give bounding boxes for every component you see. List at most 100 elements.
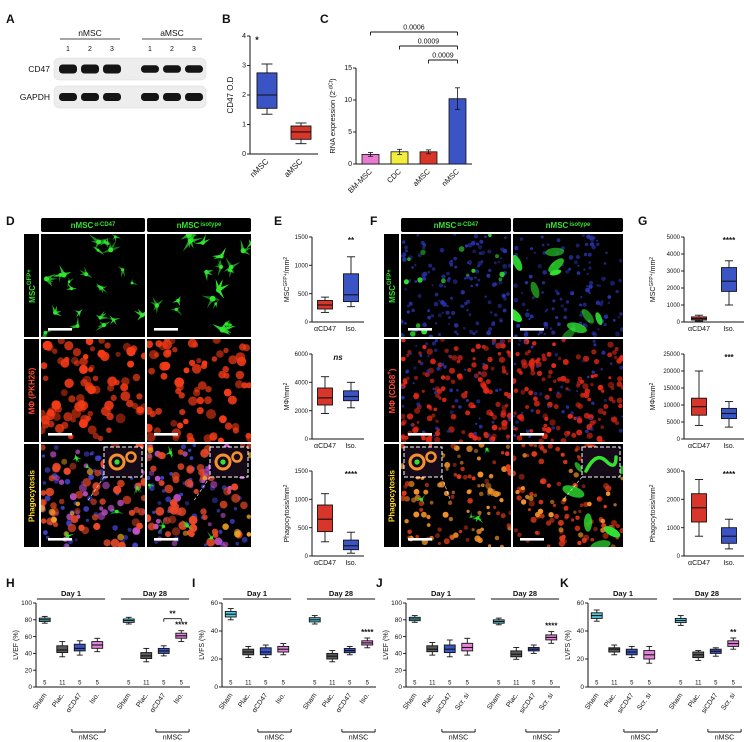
svg-text:Iso.: Iso.: [723, 443, 734, 450]
svg-text:5: 5: [348, 681, 352, 687]
svg-text:5: 5: [466, 681, 470, 687]
svg-text:4000: 4000: [295, 381, 309, 387]
svg-text:0: 0: [398, 684, 402, 691]
svg-text:Day 1: Day 1: [247, 589, 267, 598]
svg-text:1: 1: [148, 46, 152, 53]
svg-text:CD47 O.D: CD47 O.D: [226, 76, 235, 113]
svg-text:nMSC: nMSC: [440, 167, 462, 189]
panel-k-lvfs-chart: 0 20 40 60 LVFS (%) Sham Plac. siCD47 Scr. si Sha…: [562, 586, 744, 742]
panel-i-lvfs-chart: 0 20 40 60 LVFS (%) Sham Plac. αCD47 Iso. Sham Pla…: [196, 586, 378, 742]
svg-text:5: 5: [714, 681, 718, 687]
svg-text:nMSC: nMSC: [349, 735, 368, 742]
svg-text:80: 80: [25, 617, 33, 624]
svg-text:20: 20: [211, 656, 219, 663]
svg-text:5: 5: [229, 681, 233, 687]
svg-text:0.0009: 0.0009: [418, 39, 440, 46]
col-header-d-acd47: nMSC α-CD47: [41, 218, 145, 232]
svg-text:LVEF (%): LVEF (%): [383, 630, 390, 660]
panel-e-chart-msc: 0 500 1000 1500 MSCGFP+/mm2 αCD47 Iso. **: [282, 224, 366, 343]
micro-d-macrophage-isotype: [147, 339, 251, 442]
svg-text:Sham: Sham: [302, 692, 318, 711]
svg-text:1: 1: [242, 122, 246, 129]
svg-text:5: 5: [313, 681, 317, 687]
svg-text:Iso.: Iso.: [723, 326, 734, 333]
svg-text:Phagocytosis/mm2: Phagocytosis/mm2: [283, 484, 291, 542]
svg-text:0: 0: [28, 684, 32, 691]
svg-text:15: 15: [344, 65, 352, 72]
svg-text:5: 5: [448, 681, 452, 687]
svg-text:siCD47: siCD47: [435, 692, 454, 715]
svg-text:nMSC: nMSC: [631, 735, 650, 742]
panel-label-h: H: [6, 576, 15, 590]
svg-text:1000: 1000: [295, 498, 309, 504]
svg-text:3: 3: [192, 46, 196, 53]
svg-text:4: 4: [242, 33, 246, 40]
svg-text:5: 5: [96, 681, 100, 687]
micro-f-msc-acd47: [401, 234, 511, 337]
svg-text:nMSC: nMSC: [533, 735, 552, 742]
svg-text:0.0006: 0.0006: [403, 25, 425, 32]
svg-text:5: 5: [282, 681, 286, 687]
svg-text:siCD47: siCD47: [617, 692, 636, 715]
svg-text:10: 10: [344, 97, 352, 104]
row-label-f-msc: MSCGFP+: [384, 234, 399, 337]
svg-text:Scr. si: Scr. si: [538, 692, 555, 712]
svg-text:nMSC: nMSC: [715, 735, 734, 742]
svg-text:5: 5: [180, 681, 184, 687]
panel-label-c: C: [320, 12, 329, 26]
svg-text:5: 5: [43, 681, 47, 687]
svg-text:siCD47: siCD47: [519, 692, 538, 715]
svg-text:Iso.: Iso.: [89, 692, 101, 705]
svg-text:0: 0: [677, 320, 681, 326]
panel-label-g: G: [638, 214, 648, 228]
svg-text:aMSC: aMSC: [282, 157, 304, 179]
svg-text:Iso.: Iso.: [359, 692, 371, 705]
svg-text:25000: 25000: [663, 352, 680, 358]
svg-text:11: 11: [513, 681, 520, 687]
panel-label-i: I: [192, 576, 196, 590]
panel-b-boxplot: 0 1 2 3 4 CD47 O.D nMSC aMSC *: [224, 22, 324, 207]
svg-text:nMSC: nMSC: [79, 735, 98, 742]
svg-text:5: 5: [78, 681, 82, 687]
svg-text:Day 28: Day 28: [513, 589, 537, 598]
svg-text:0: 0: [214, 684, 218, 691]
svg-text:20: 20: [577, 656, 585, 663]
svg-text:2000: 2000: [295, 409, 309, 415]
micro-d-phagocytosis-isotype: [147, 444, 251, 547]
svg-text:Scr. si: Scr. si: [636, 692, 653, 712]
panel-e-chart-macrophage: 0 2000 4000 6000 MΦ/mm2 αCD47 Iso. ns: [282, 341, 366, 460]
svg-text:0: 0: [305, 554, 309, 560]
svg-text:60: 60: [577, 600, 585, 607]
svg-text:MΦ/mm2: MΦ/mm2: [649, 382, 657, 410]
svg-text:1000: 1000: [667, 303, 681, 309]
svg-text:αCD47: αCD47: [314, 560, 336, 567]
svg-text:Sham: Sham: [402, 692, 418, 711]
svg-text:****: ****: [723, 236, 736, 245]
svg-text:siCD47: siCD47: [701, 692, 720, 715]
svg-text:80: 80: [395, 617, 403, 624]
svg-text:Sham: Sham: [668, 692, 684, 711]
panel-label-f: F: [370, 214, 378, 228]
svg-text:Scr. si: Scr. si: [720, 692, 737, 712]
svg-text:Iso.: Iso.: [345, 443, 356, 450]
svg-text:11: 11: [695, 681, 702, 687]
svg-text:2: 2: [88, 46, 92, 53]
svg-text:Day 1: Day 1: [613, 589, 633, 598]
svg-text:Day 1: Day 1: [61, 589, 81, 598]
svg-text:Sham: Sham: [486, 692, 502, 711]
svg-text:Plac.: Plac.: [421, 692, 436, 709]
col-header-d-isotype: nMSC isotype: [147, 218, 251, 232]
svg-text:Iso.: Iso.: [345, 560, 356, 567]
svg-text:nMSC: nMSC: [163, 735, 182, 742]
svg-text:3: 3: [110, 46, 114, 53]
svg-text:0: 0: [305, 320, 309, 326]
svg-text:500: 500: [298, 526, 309, 532]
svg-text:MSCGFP+/mm2: MSCGFP+/mm2: [283, 257, 291, 302]
svg-text:**: **: [348, 236, 355, 245]
svg-text:10000: 10000: [663, 403, 680, 409]
panel-j-lvef-chart: 0 20 40 60 80 100 LVEF (%) Sham Plac. siCD47 Scr. …: [380, 586, 562, 742]
svg-text:5: 5: [348, 129, 352, 136]
row-label-f-macrophage: MΦ (CD68+): [384, 339, 399, 442]
micro-f-phagocytosis-isotype: [513, 444, 623, 547]
